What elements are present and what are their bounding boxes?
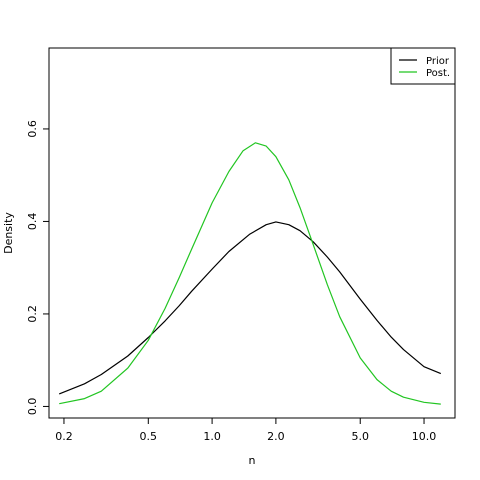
x-axis-label: n xyxy=(249,454,256,467)
legend-label: Post. xyxy=(426,68,450,79)
x-tick-label: 1.0 xyxy=(203,430,221,443)
y-tick-label: 0.6 xyxy=(26,120,39,138)
y-axis: 0.0 0.2 0.4 0.6 xyxy=(26,120,49,415)
y-tick-label: 0.2 xyxy=(26,305,39,323)
y-tick-label: 0.0 xyxy=(26,398,39,416)
x-tick-label: 2.0 xyxy=(267,430,285,443)
y-axis-label: Density xyxy=(2,212,15,254)
legend-label: Prior xyxy=(426,56,450,67)
y-tick-label: 0.4 xyxy=(26,213,39,231)
x-tick-label: 0.5 xyxy=(140,430,158,443)
series-line-prior xyxy=(58,221,442,395)
x-tick-label: 10.0 xyxy=(412,430,437,443)
series-line-post xyxy=(59,142,441,405)
x-tick-label: 5.0 xyxy=(351,430,369,443)
x-axis: 0.2 0.5 1.0 2.0 5.0 10.0 xyxy=(55,418,436,443)
legend-box xyxy=(390,47,456,85)
plot-frame xyxy=(48,47,456,419)
x-tick-label: 0.2 xyxy=(55,430,73,443)
plot-lines xyxy=(58,142,442,405)
